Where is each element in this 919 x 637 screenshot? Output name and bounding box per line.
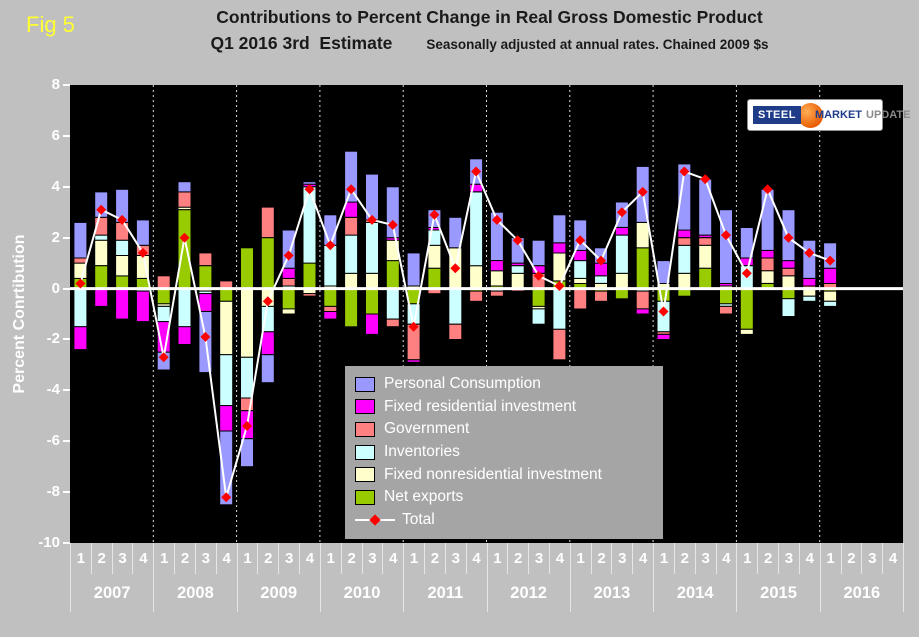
- quarter-label: 4: [717, 543, 738, 574]
- y-tick-mark: [63, 134, 70, 137]
- quarter-label: 4: [217, 543, 238, 574]
- quarter-label: 3: [196, 543, 217, 574]
- legend-swatch-icon: [355, 399, 375, 415]
- figure-number: Fig 5: [26, 12, 75, 37]
- quarter-label: 1: [321, 543, 342, 574]
- legend-item: Inventories: [355, 441, 663, 464]
- quarter-label: 1: [404, 543, 426, 574]
- quarter-label: 1: [488, 543, 509, 574]
- legend-label: Fixed nonresidential investment: [384, 465, 602, 483]
- chart-note: Seasonally adjusted at annual rates. Cha…: [426, 37, 769, 52]
- quarter-label: 2: [92, 543, 113, 574]
- x-axis-years: 2007 2008 2009 2010 2011 2012 2013 2014 2015 2016: [70, 574, 904, 612]
- quarter-label: 2: [175, 543, 196, 574]
- y-tick-mark: [63, 338, 70, 341]
- legend-swatch-icon: [355, 489, 375, 505]
- legend-label: Total: [402, 510, 435, 528]
- legend-item: Net exports: [355, 486, 663, 509]
- quarter-label: 3: [862, 543, 884, 574]
- quarter-label: 4: [883, 543, 904, 574]
- quarter-label: 1: [654, 543, 675, 574]
- quarter-label: 1: [71, 543, 92, 574]
- quarter-label: 3: [696, 543, 717, 574]
- logo-market-text: MARKET: [814, 109, 863, 121]
- quarter-label: 3: [363, 543, 384, 574]
- legend-total-line-icon: [355, 513, 395, 526]
- legend-swatch-icon: [355, 467, 375, 483]
- quarter-label: 4: [133, 543, 155, 574]
- logo-steel-text: STEEL: [753, 106, 801, 124]
- quarter-label: 4: [550, 543, 571, 574]
- chart-subtitle-row: Q1 2016 3rd Estimate Seasonally adjusted…: [70, 33, 909, 54]
- year-label: 2016: [821, 574, 904, 612]
- legend-total-diamond-icon: [369, 514, 381, 526]
- y-tick-mark: [63, 491, 70, 494]
- year-label: 2011: [404, 574, 488, 612]
- year-label: 2008: [154, 574, 238, 612]
- chart-subtitle: Q1 2016 3rd Estimate: [210, 33, 393, 53]
- quarter-label: 1: [821, 543, 842, 574]
- year-label: 2009: [238, 574, 321, 612]
- quarter-label: 4: [383, 543, 405, 574]
- year-label: 2007: [71, 574, 155, 612]
- quarter-label: 2: [258, 543, 280, 574]
- year-label: 2010: [321, 574, 405, 612]
- quarter-label: 2: [342, 543, 363, 574]
- y-tick-mark: [63, 236, 70, 239]
- legend-item: Fixed nonresidential investment: [355, 463, 663, 486]
- quarter-label: 2: [592, 543, 613, 574]
- logo-update-text: UPDATE: [866, 109, 911, 121]
- y-tick-mark: [63, 84, 70, 86]
- quarter-label: 3: [779, 543, 800, 574]
- year-label: 2012: [488, 574, 571, 612]
- quarter-label: 4: [633, 543, 655, 574]
- legend-swatch-icon: [355, 376, 375, 392]
- year-label: 2014: [654, 574, 738, 612]
- quarter-label: 4: [800, 543, 821, 574]
- quarter-label: 3: [446, 543, 467, 574]
- legend-label: Fixed residential investment: [384, 397, 577, 415]
- quarter-label: 3: [529, 543, 550, 574]
- y-tick-mark: [63, 440, 70, 443]
- y-tick-mark: [63, 287, 70, 290]
- legend-item: Fixed residential investment: [355, 396, 663, 419]
- legend-item: Personal Consumption: [355, 373, 663, 396]
- legend-item: Government: [355, 418, 663, 441]
- quarter-label: 3: [279, 543, 301, 574]
- quarter-label: 1: [571, 543, 592, 574]
- chart-title: Contributions to Percent Change in Real …: [216, 7, 763, 27]
- quarter-label: 2: [675, 543, 696, 574]
- quarter-label: 4: [467, 543, 488, 574]
- quarter-label: 3: [113, 543, 134, 574]
- legend-item-total: Total: [355, 509, 663, 532]
- legend-swatch-icon: [355, 444, 375, 460]
- quarter-label: 2: [508, 543, 530, 574]
- stacked-bar-chart: [70, 85, 903, 543]
- legend: Personal Consumption Fixed residential in…: [345, 366, 663, 539]
- quarter-label: 1: [238, 543, 259, 574]
- legend-swatch-icon: [355, 421, 375, 437]
- legend-label: Personal Consumption: [384, 375, 541, 393]
- y-tick-mark: [63, 185, 70, 188]
- quarter-label: 1: [154, 543, 176, 574]
- y-tick-mark: [63, 389, 70, 392]
- legend-label: Government: [384, 420, 470, 438]
- year-label: 2015: [737, 574, 821, 612]
- logo-globe-icon: [798, 103, 823, 128]
- quarter-label: 4: [300, 543, 321, 574]
- quarter-label: 2: [842, 543, 863, 574]
- steel-market-update-logo: STEEL MARKET UPDATE: [747, 99, 910, 131]
- legend-label: Net exports: [384, 488, 464, 506]
- plot-area: [70, 85, 903, 543]
- legend-label: Inventories: [384, 443, 460, 461]
- y-axis-title: Percent Conrtibution: [11, 234, 28, 394]
- y-tick-mark: [63, 542, 70, 544]
- quarter-label: 2: [425, 543, 446, 574]
- quarter-label: 3: [612, 543, 634, 574]
- year-label: 2013: [571, 574, 655, 612]
- quarter-label: 1: [737, 543, 759, 574]
- quarter-label: 2: [758, 543, 780, 574]
